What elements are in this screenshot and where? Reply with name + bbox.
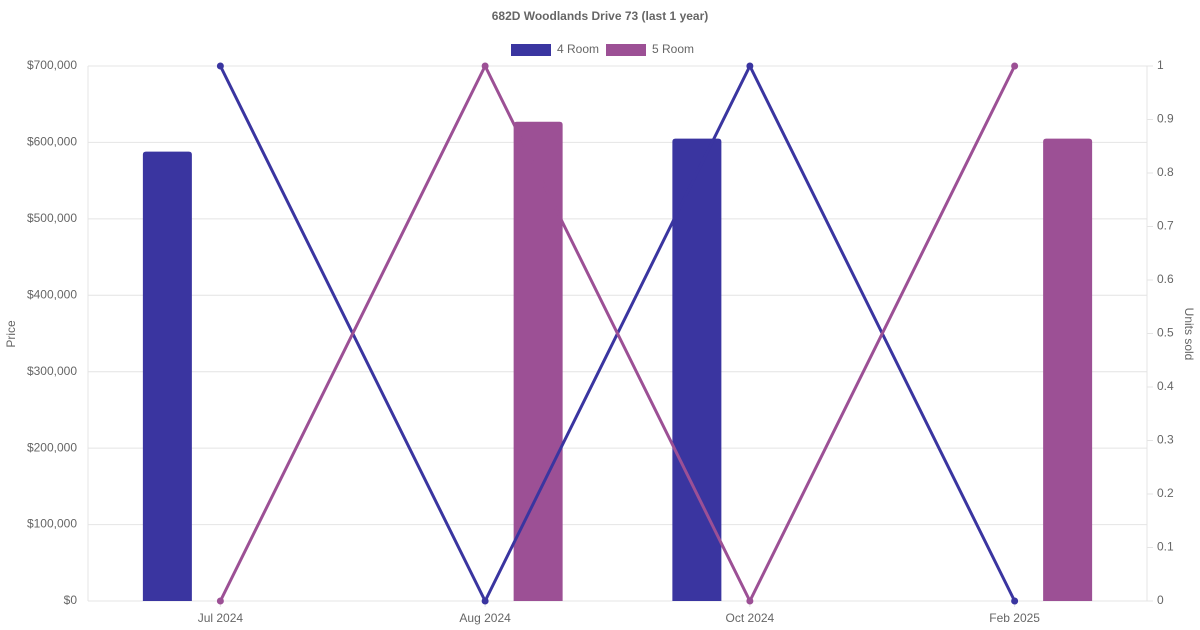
y-tick-label: $500,000 — [27, 211, 77, 225]
point — [1011, 62, 1019, 70]
legend-swatch — [606, 44, 646, 56]
legend-label: 5 Room — [652, 42, 694, 56]
y2-axis-label: Units sold — [1182, 308, 1196, 361]
legend-swatch — [511, 44, 551, 56]
y-tick-label: $700,000 — [27, 58, 77, 72]
y-tick-label: $600,000 — [27, 135, 77, 149]
bar — [142, 151, 192, 601]
bar — [1043, 138, 1093, 601]
y2-tick-label: 0.2 — [1157, 486, 1174, 500]
y2-tick-label: 0.8 — [1157, 165, 1174, 179]
point — [746, 62, 754, 70]
y2-tick-label: 0.5 — [1157, 326, 1174, 340]
bar — [513, 121, 563, 602]
y2-tick-label: 0 — [1157, 593, 1164, 607]
y2-tick-label: 0.7 — [1157, 219, 1174, 233]
point — [1011, 597, 1019, 605]
y-tick-label: $0 — [64, 593, 78, 607]
legend-label: 4 Room — [557, 42, 599, 56]
y2-tick-label: 0.9 — [1157, 112, 1174, 126]
y2-tick-label: 0.3 — [1157, 433, 1174, 447]
x-tick-label: Jul 2024 — [198, 611, 244, 625]
y2-tick-label: 0.4 — [1157, 379, 1174, 393]
point — [481, 62, 489, 70]
line — [219, 62, 1016, 605]
chart-title: 682D Woodlands Drive 73 (last 1 year) — [492, 9, 709, 23]
y-tick-label: $400,000 — [27, 287, 77, 301]
point — [481, 597, 489, 605]
point — [216, 597, 224, 605]
y-axis-label: Price — [4, 320, 18, 348]
y2-tick-label: 0.1 — [1157, 540, 1174, 554]
y-tick-label: $200,000 — [27, 440, 77, 454]
y-tick-label: $300,000 — [27, 364, 77, 378]
x-tick-label: Feb 2025 — [989, 611, 1040, 625]
y2-tick-label: 0.6 — [1157, 272, 1174, 286]
x-tick-label: Oct 2024 — [726, 611, 775, 625]
point — [746, 597, 754, 605]
x-tick-label: Aug 2024 — [459, 611, 511, 625]
point — [216, 62, 224, 70]
bar — [672, 138, 722, 601]
y2-tick-label: 1 — [1157, 58, 1164, 72]
y-tick-label: $100,000 — [27, 517, 77, 531]
